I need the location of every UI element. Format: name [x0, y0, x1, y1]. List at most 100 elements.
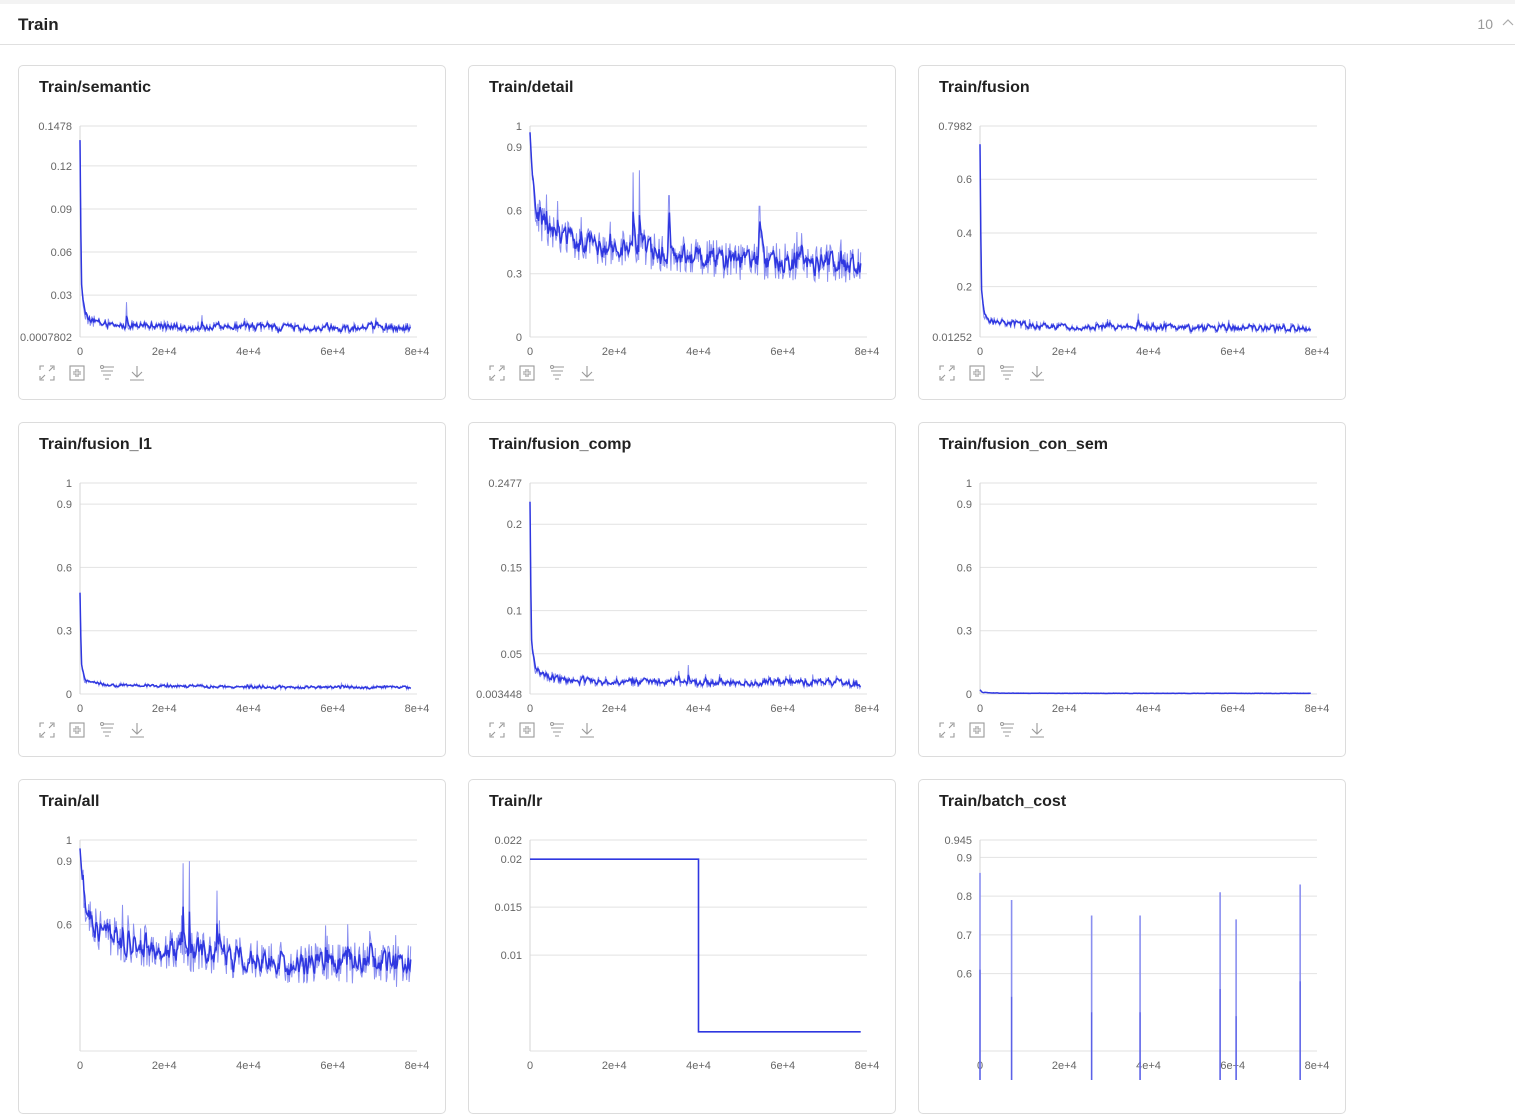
filter-icon[interactable]: [548, 721, 566, 739]
expand-icon[interactable]: [38, 364, 56, 382]
fit-view-icon[interactable]: [68, 721, 86, 739]
y-tick-label: 0.6: [957, 174, 972, 186]
y-tick-label: 0.9: [57, 499, 72, 511]
fit-view-icon[interactable]: [968, 364, 986, 382]
download-icon[interactable]: [1028, 721, 1046, 739]
download-icon[interactable]: [578, 721, 596, 739]
x-tick-label: 6e+4: [1220, 703, 1245, 715]
line-chart[interactable]: 1 0.9 0.6 0.3 0 0 2e+4 4e+4 6e+4 8e+4: [919, 473, 1345, 723]
series-line-raw: [79, 592, 412, 692]
x-tick-label: 4e+4: [686, 1060, 711, 1072]
y-tick-label: 1: [966, 478, 972, 490]
y-tick-label: 0.01: [501, 950, 522, 962]
y-tick-label: 0.3: [57, 626, 72, 638]
y-tick-label: 0.2: [507, 519, 522, 531]
chart-title: Train/batch_cost: [939, 793, 1067, 810]
series-line-smoothed: [79, 848, 412, 976]
download-icon[interactable]: [128, 721, 146, 739]
y-tick-label: 0.3: [507, 269, 522, 281]
line-chart[interactable]: 0.022 0.02 0.015 0.01 0 2e+4 4e+4 6e+4 8e+4: [469, 830, 895, 1080]
x-tick-label: 8e+4: [855, 346, 880, 358]
line-chart[interactable]: 1 0.9 0.6 0.3 0 0 2e+4 4e+4 6e+4 8e+4: [19, 473, 445, 723]
series-line-smoothed: [529, 501, 861, 688]
chart-title: Train/semantic: [39, 79, 152, 96]
filter-icon[interactable]: [998, 721, 1016, 739]
chart-toolbar: [38, 721, 146, 743]
x-tick-label: 2e+4: [602, 346, 627, 358]
chart-title: Train/all: [39, 793, 100, 810]
filter-icon[interactable]: [98, 364, 116, 382]
expand-icon[interactable]: [938, 721, 956, 739]
fit-view-icon[interactable]: [68, 364, 86, 382]
y-tick-label: 0: [516, 332, 522, 344]
section-header-train[interactable]: Train 10: [0, 4, 1515, 45]
y-tick-label: 0.022: [494, 835, 522, 847]
line-chart[interactable]: 0.1478 0.12 0.09 0.06 0.03 0.0007802 0 2e+4 4e+4…: [19, 116, 445, 366]
x-tick-label: 6e+4: [770, 346, 795, 358]
expand-icon[interactable]: [488, 721, 506, 739]
x-tick-label: 2e+4: [152, 346, 177, 358]
expand-icon[interactable]: [938, 364, 956, 382]
fit-view-icon[interactable]: [518, 721, 536, 739]
expand-icon[interactable]: [488, 364, 506, 382]
chart-toolbar: [488, 721, 596, 743]
filter-icon[interactable]: [98, 721, 116, 739]
x-tick-label: 4e+4: [236, 346, 261, 358]
chart-card-fusion-l1: Train/fusion_l1 1 0.9 0.6 0.3 0 0 2e+4 4e+4 6e+4 8…: [18, 422, 446, 757]
y-tick-label: 0.09: [51, 204, 72, 216]
filter-icon[interactable]: [998, 364, 1016, 382]
line-chart[interactable]: 0.2477 0.2 0.15 0.1 0.05 0.003448 0 2e+4 4e+4 6e+…: [469, 473, 895, 723]
download-icon[interactable]: [128, 364, 146, 382]
line-chart[interactable]: 1 0.9 0.6 0 2e+4 4e+4 6e+4 8e+4: [19, 830, 445, 1080]
y-tick-label: 1: [66, 835, 72, 847]
download-icon[interactable]: [1028, 364, 1046, 382]
chart-toolbar: [38, 364, 146, 386]
chart-card-fusion-con-sem: Train/fusion_con_sem 1 0.9 0.6 0.3 0 0 2e+4 4e+4…: [918, 422, 1346, 757]
x-tick-label: 8e+4: [405, 1060, 430, 1072]
line-chart[interactable]: 1 0.9 0.6 0.3 0 0 2e+4 4e+4 6e+4 8e+4: [469, 116, 895, 366]
x-tick-label: 2e+4: [602, 1060, 627, 1072]
chart-toolbar: [938, 721, 1046, 743]
series-line-smoothed: [979, 144, 1312, 333]
y-tick-label: 0.12: [51, 161, 72, 173]
x-tick-label: 4e+4: [686, 703, 711, 715]
series-line: [530, 858, 861, 1033]
chart-card-fusion-comp: Train/fusion_comp 0.2477 0.2 0.15 0.1 0.05 0.0…: [468, 422, 896, 757]
y-tick-label: 0.9: [957, 852, 972, 864]
chart-card-fusion: Train/fusion 0.7982 0.6 0.4 0.2 0.01252 0 2e+4 4…: [918, 65, 1346, 400]
x-tick-label: 0: [527, 1060, 533, 1072]
fit-view-icon[interactable]: [518, 364, 536, 382]
x-tick-label: 8e+4: [405, 703, 430, 715]
download-icon[interactable]: [578, 364, 596, 382]
y-tick-label: 0.003448: [476, 689, 522, 701]
chart-title: Train/detail: [489, 79, 574, 96]
fit-view-icon[interactable]: [968, 721, 986, 739]
chart-title: Train/fusion_comp: [489, 436, 632, 453]
y-tick-label: 0.9: [57, 856, 72, 868]
chart-card-semantic: Train/semantic 0.1478 0.12 0.09 0.06 0.03 0.00…: [18, 65, 446, 400]
x-tick-label: 2e+4: [1052, 1060, 1077, 1072]
x-tick-label: 8e+4: [1305, 703, 1330, 715]
y-tick-label: 0.7982: [938, 121, 972, 133]
line-chart[interactable]: 0.7982 0.6 0.4 0.2 0.01252 0 2e+4 4e+4 6e+4 8e+4: [919, 116, 1345, 366]
series-line-raw: [79, 140, 412, 335]
x-tick-label: 6e+4: [320, 703, 345, 715]
x-tick-label: 8e+4: [1305, 346, 1330, 358]
x-tick-label: 8e+4: [855, 703, 880, 715]
expand-icon[interactable]: [38, 721, 56, 739]
y-tick-label: 0.015: [494, 902, 522, 914]
chevron-up-icon[interactable]: [1501, 16, 1515, 30]
x-tick-label: 6e+4: [1220, 346, 1245, 358]
x-tick-label: 6e+4: [320, 1060, 345, 1072]
filter-icon[interactable]: [548, 364, 566, 382]
series-line-smoothed: [529, 132, 862, 277]
x-tick-label: 0: [977, 703, 983, 715]
y-tick-label: 0.02: [501, 854, 522, 866]
chart-title: Train/lr: [489, 793, 543, 810]
x-tick-label: 0: [77, 346, 83, 358]
top-strip: [0, 0, 1515, 4]
series-line-raw: [529, 132, 862, 283]
section-chart-count: 10: [1477, 16, 1493, 32]
x-tick-label: 4e+4: [236, 1060, 261, 1072]
